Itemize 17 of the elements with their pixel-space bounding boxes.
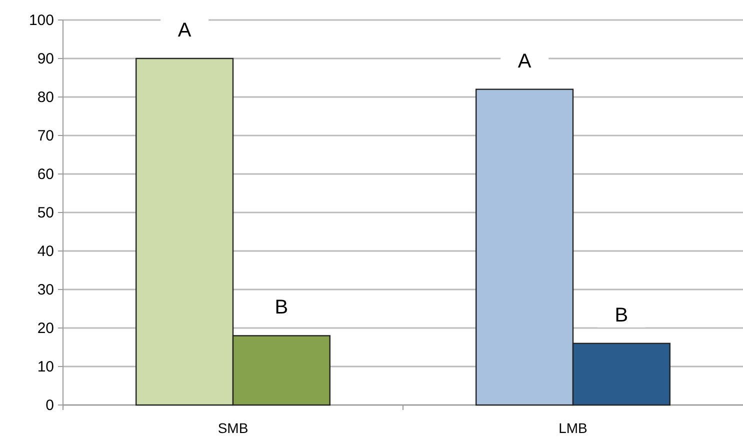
x-tick-label: SMB [218, 420, 248, 436]
annotation: B [614, 304, 628, 326]
y-tick-label: 100 [28, 12, 54, 29]
y-tick-label: 80 [37, 89, 54, 106]
y-tick-label: 50 [37, 204, 54, 222]
y-tick-label: 40 [37, 243, 54, 260]
y-tick-label: 10 [37, 358, 54, 376]
y-tick-label: 70 [37, 128, 54, 144]
annotation: A [518, 50, 532, 72]
y-tick-label: 20 [37, 320, 54, 337]
x-tick-label: LMB [558, 420, 588, 436]
y-tick-label: 60 [37, 166, 54, 183]
y-tick-label: 90 [37, 50, 54, 68]
annotation: A [178, 20, 192, 42]
y-tick-label: 0 [46, 397, 54, 414]
annotation: B [274, 296, 288, 319]
y-tick-label: 30 [37, 282, 54, 298]
